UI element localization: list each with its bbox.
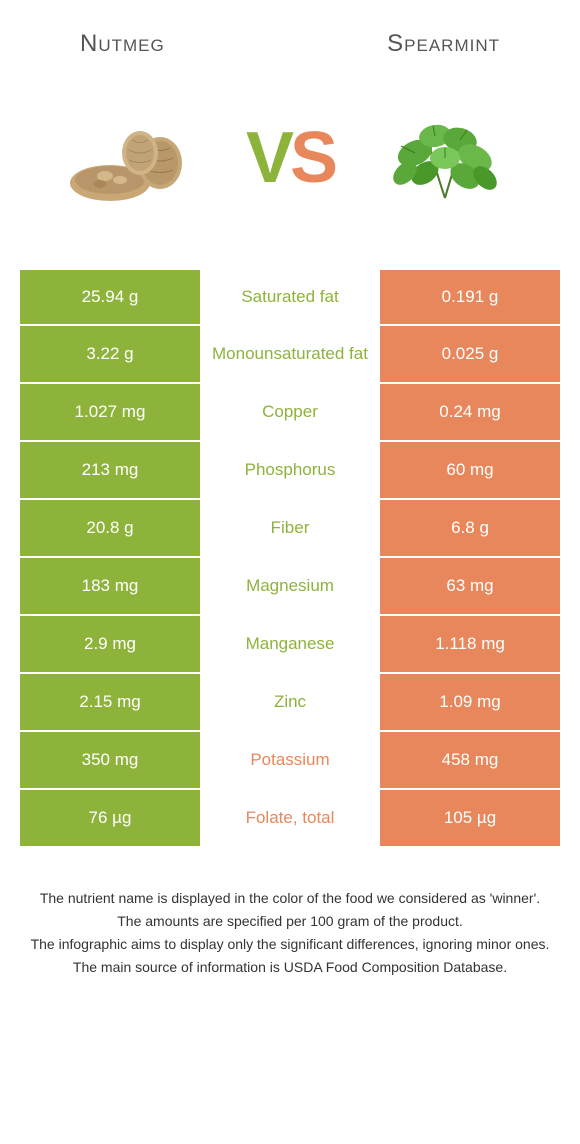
right-value: 60 mg [380, 442, 560, 498]
left-value: 1.027 mg [20, 384, 200, 440]
vs-text: VS [246, 117, 334, 199]
comparison-row: 350 mgPotassium458 mg [20, 732, 560, 790]
left-title: Nutmeg [80, 30, 165, 58]
left-value: 20.8 g [20, 500, 200, 556]
left-value: 25.94 g [20, 270, 200, 324]
right-title: Spearmint [387, 30, 500, 58]
footnote: The nutrient name is displayed in the co… [30, 888, 550, 909]
vs-v: V [246, 117, 290, 199]
nutrient-label: Saturated fat [200, 270, 380, 324]
right-value: 0.191 g [380, 270, 560, 324]
nutrient-label: Copper [200, 384, 380, 440]
right-value: 63 mg [380, 558, 560, 614]
comparison-row: 183 mgMagnesium63 mg [20, 558, 560, 616]
footnote: The infographic aims to display only the… [30, 934, 550, 955]
right-value: 1.118 mg [380, 616, 560, 672]
right-value: 1.09 mg [380, 674, 560, 730]
nutrient-label: Phosphorus [200, 442, 380, 498]
right-value: 0.24 mg [380, 384, 560, 440]
nutrient-label: Zinc [200, 674, 380, 730]
left-value: 183 mg [20, 558, 200, 614]
right-value: 458 mg [380, 732, 560, 788]
nutrient-label: Magnesium [200, 558, 380, 614]
left-value: 213 mg [20, 442, 200, 498]
comparison-row: 2.15 mgZinc1.09 mg [20, 674, 560, 732]
comparison-table: 25.94 gSaturated fat0.191 g3.22 gMonouns… [20, 268, 560, 848]
comparison-row: 25.94 gSaturated fat0.191 g [20, 268, 560, 326]
nutrient-label: Manganese [200, 616, 380, 672]
footnote: The amounts are specified per 100 gram o… [30, 911, 550, 932]
footnotes: The nutrient name is displayed in the co… [20, 888, 560, 978]
comparison-row: 76 µgFolate, total105 µg [20, 790, 560, 848]
left-value: 3.22 g [20, 326, 200, 382]
header-row: Nutmeg Spearmint [20, 30, 560, 58]
nutrient-label: Potassium [200, 732, 380, 788]
left-value: 2.9 mg [20, 616, 200, 672]
left-value: 2.15 mg [20, 674, 200, 730]
right-value: 0.025 g [380, 326, 560, 382]
comparison-row: 213 mgPhosphorus60 mg [20, 442, 560, 500]
comparison-row: 20.8 gFiber6.8 g [20, 500, 560, 558]
nutrient-label: Fiber [200, 500, 380, 556]
footnote: The main source of information is USDA F… [30, 957, 550, 978]
comparison-row: 1.027 mgCopper0.24 mg [20, 384, 560, 442]
images-row: VS [20, 98, 560, 218]
nutmeg-image [60, 98, 210, 218]
nutrient-label: Monounsaturated fat [200, 326, 380, 382]
right-value: 6.8 g [380, 500, 560, 556]
left-value: 350 mg [20, 732, 200, 788]
comparison-row: 3.22 gMonounsaturated fat0.025 g [20, 326, 560, 384]
right-value: 105 µg [380, 790, 560, 846]
vs-s: S [290, 117, 334, 199]
comparison-row: 2.9 mgManganese1.118 mg [20, 616, 560, 674]
spearmint-image [370, 98, 520, 218]
nutrient-label: Folate, total [200, 790, 380, 846]
left-value: 76 µg [20, 790, 200, 846]
